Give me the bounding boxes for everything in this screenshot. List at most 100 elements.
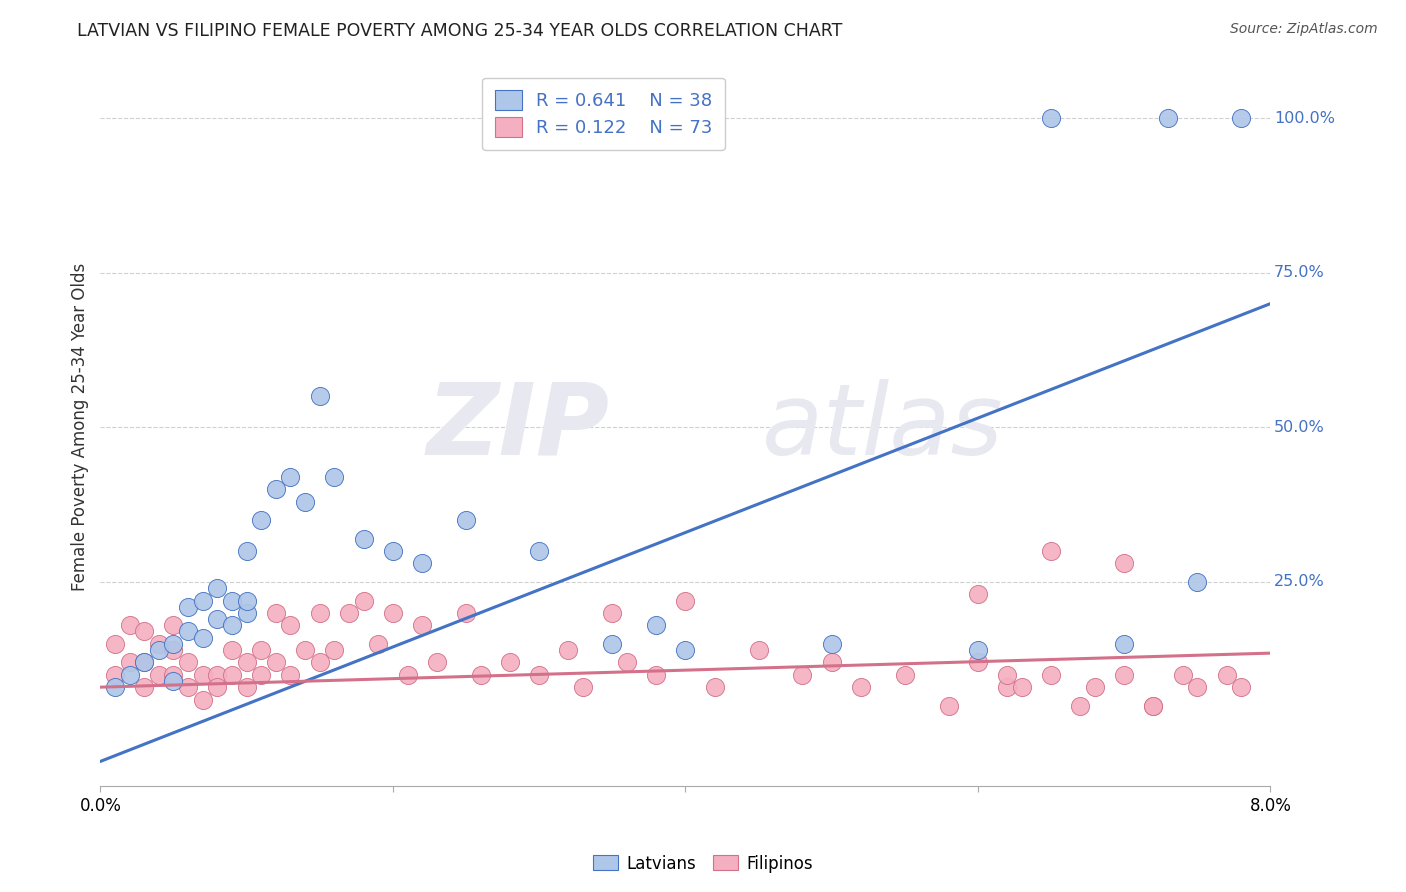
Point	[411, 618, 433, 632]
Point	[162, 637, 184, 651]
Point	[177, 599, 200, 614]
Point	[191, 692, 214, 706]
Point	[134, 680, 156, 694]
Point	[191, 631, 214, 645]
Point	[1114, 637, 1136, 651]
Point	[104, 637, 127, 651]
Point	[308, 656, 330, 670]
Point	[1187, 574, 1209, 589]
Point	[264, 482, 287, 496]
Point	[396, 667, 419, 681]
Point	[454, 606, 477, 620]
Point	[600, 637, 623, 651]
Point	[821, 656, 844, 670]
Point	[967, 587, 990, 601]
Point	[308, 389, 330, 403]
Point	[323, 643, 346, 657]
Legend: Latvians, Filipinos: Latvians, Filipinos	[586, 848, 820, 880]
Point	[1142, 698, 1164, 713]
Point	[148, 643, 170, 657]
Point	[134, 656, 156, 670]
Point	[572, 680, 595, 694]
Point	[995, 680, 1018, 694]
Point	[600, 606, 623, 620]
Point	[995, 667, 1018, 681]
Point	[250, 513, 273, 527]
Point	[162, 643, 184, 657]
Point	[235, 593, 257, 607]
Point	[454, 513, 477, 527]
Point	[1157, 111, 1180, 125]
Point	[280, 667, 302, 681]
Point	[221, 618, 243, 632]
Point	[645, 667, 668, 681]
Point	[308, 606, 330, 620]
Text: Source: ZipAtlas.com: Source: ZipAtlas.com	[1230, 22, 1378, 37]
Point	[1040, 111, 1063, 125]
Point	[118, 618, 141, 632]
Text: 75.0%: 75.0%	[1274, 265, 1324, 280]
Point	[118, 656, 141, 670]
Point	[118, 667, 141, 681]
Point	[264, 606, 287, 620]
Point	[938, 698, 960, 713]
Text: ZIP: ZIP	[426, 379, 609, 475]
Point	[673, 643, 696, 657]
Point	[294, 643, 316, 657]
Point	[221, 667, 243, 681]
Point	[235, 606, 257, 620]
Point	[235, 544, 257, 558]
Point	[104, 667, 127, 681]
Point	[134, 624, 156, 639]
Point	[177, 656, 200, 670]
Point	[1142, 698, 1164, 713]
Point	[1040, 544, 1063, 558]
Point	[703, 680, 725, 694]
Text: LATVIAN VS FILIPINO FEMALE POVERTY AMONG 25-34 YEAR OLDS CORRELATION CHART: LATVIAN VS FILIPINO FEMALE POVERTY AMONG…	[77, 22, 842, 40]
Point	[645, 618, 668, 632]
Point	[1230, 111, 1253, 125]
Point	[426, 656, 449, 670]
Point	[849, 680, 872, 694]
Point	[323, 470, 346, 484]
Point	[1114, 667, 1136, 681]
Text: 100.0%: 100.0%	[1274, 111, 1336, 126]
Point	[499, 656, 522, 670]
Point	[1215, 667, 1237, 681]
Point	[207, 667, 229, 681]
Point	[134, 656, 156, 670]
Point	[221, 643, 243, 657]
Point	[353, 593, 375, 607]
Point	[792, 667, 814, 681]
Point	[162, 667, 184, 681]
Point	[280, 618, 302, 632]
Point	[207, 680, 229, 694]
Point	[207, 581, 229, 595]
Point	[104, 680, 127, 694]
Point	[337, 606, 360, 620]
Point	[748, 643, 770, 657]
Point	[411, 557, 433, 571]
Point	[250, 643, 273, 657]
Point	[235, 656, 257, 670]
Point	[162, 618, 184, 632]
Point	[221, 593, 243, 607]
Point	[673, 593, 696, 607]
Point	[280, 470, 302, 484]
Point	[527, 667, 550, 681]
Point	[1114, 557, 1136, 571]
Point	[367, 637, 389, 651]
Point	[1230, 680, 1253, 694]
Text: 50.0%: 50.0%	[1274, 420, 1324, 434]
Point	[191, 667, 214, 681]
Point	[527, 544, 550, 558]
Point	[162, 673, 184, 688]
Point	[894, 667, 917, 681]
Point	[967, 643, 990, 657]
Point	[148, 667, 170, 681]
Y-axis label: Female Poverty Among 25-34 Year Olds: Female Poverty Among 25-34 Year Olds	[72, 263, 89, 591]
Point	[177, 680, 200, 694]
Point	[250, 667, 273, 681]
Point	[191, 593, 214, 607]
Point	[207, 612, 229, 626]
